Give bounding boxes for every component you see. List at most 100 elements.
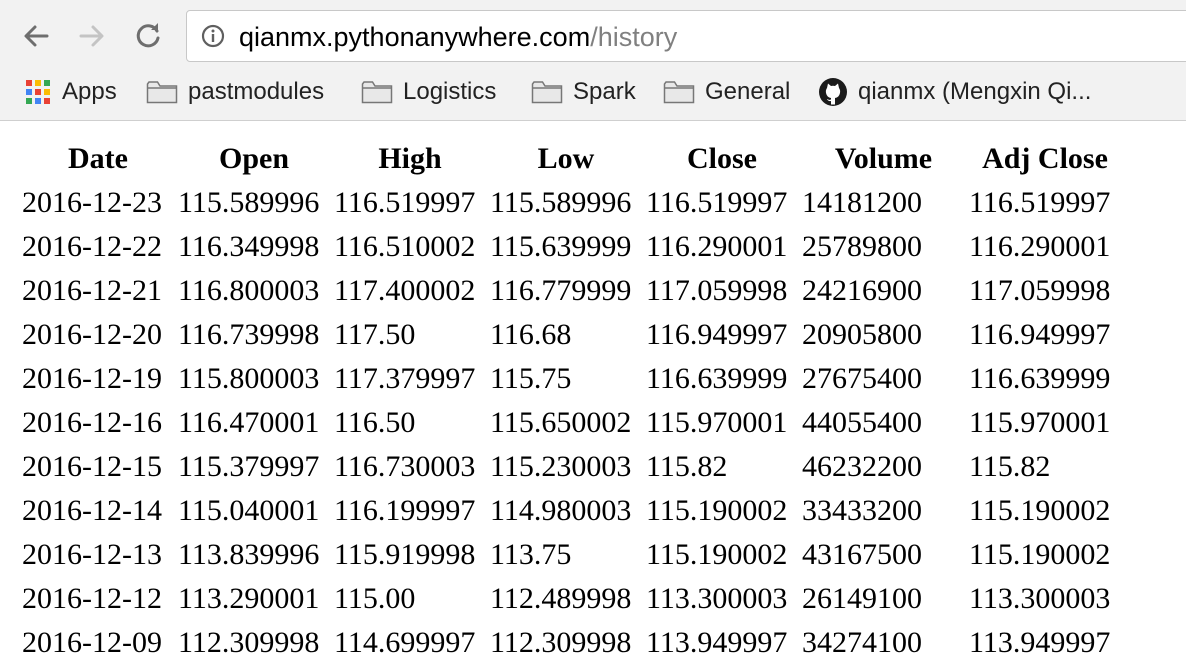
table-header-row: Date Open High Low Close Volume Adj Clos… <box>22 137 1121 181</box>
table-row: 2016-12-14 115.040001 116.199997 114.980003… <box>22 489 1121 533</box>
bookmark-label: pastmodules <box>188 78 325 105</box>
url-text: qianmx.pythonanywhere.com/history <box>239 22 677 52</box>
history-table: Date Open High Low Close Volume Adj Clos… <box>18 137 1125 665</box>
cell-adj-close: 116.949997 <box>969 318 1111 351</box>
folder-icon <box>361 81 393 104</box>
table-row: 2016-12-13 113.839996 115.919998 113.75 115.… <box>22 533 1121 577</box>
table-row: 2016-12-23 115.589996 116.519997 115.589996… <box>22 181 1121 225</box>
url-host: qianmx.pythonanywhere.com <box>239 22 591 52</box>
cell-low: 116.779999 <box>490 274 632 307</box>
cell-volume: 14181200 <box>802 186 922 219</box>
cell-adj-close: 116.519997 <box>969 186 1111 219</box>
cell-volume: 25789800 <box>802 230 922 263</box>
cell-open: 115.040001 <box>178 494 320 527</box>
cell-adj-close: 115.82 <box>969 450 1051 483</box>
apps-grid-icon <box>24 78 52 106</box>
cell-high: 115.00 <box>334 582 416 615</box>
cell-high: 116.199997 <box>334 494 476 527</box>
cell-close: 115.190002 <box>646 494 788 527</box>
cell-date: 2016-12-09 <box>22 626 162 659</box>
browser-chrome: qianmx.pythonanywhere.com/history Apps p… <box>0 0 1186 121</box>
info-icon[interactable] <box>201 24 225 48</box>
reload-button[interactable] <box>130 18 166 54</box>
bookmark-label: Apps <box>62 78 117 105</box>
bookmark-label: Spark <box>573 78 636 105</box>
cell-close: 115.970001 <box>646 406 788 439</box>
bookmark-label: General <box>705 78 791 105</box>
cell-adj-close: 113.300003 <box>969 582 1111 615</box>
address-bar[interactable]: qianmx.pythonanywhere.com/history <box>186 10 1186 62</box>
cell-low: 115.650002 <box>490 406 632 439</box>
cell-open: 116.470001 <box>178 406 320 439</box>
cell-low: 115.75 <box>490 362 572 395</box>
cell-close: 117.059998 <box>646 274 788 307</box>
cell-open: 113.839996 <box>178 538 320 571</box>
bookmark-folder-logistics[interactable]: Logistics <box>361 72 496 112</box>
cell-low: 115.639999 <box>490 230 632 263</box>
url-path: /history <box>590 22 678 52</box>
cell-close: 116.949997 <box>646 318 788 351</box>
cell-volume: 46232200 <box>802 450 922 483</box>
cell-open: 113.290001 <box>178 582 320 615</box>
cell-close: 113.949997 <box>646 626 788 659</box>
cell-date: 2016-12-16 <box>22 406 162 439</box>
folder-icon <box>146 81 178 104</box>
cell-close: 115.190002 <box>646 538 788 571</box>
cell-low: 116.68 <box>490 318 572 351</box>
cell-high: 116.519997 <box>334 186 476 219</box>
cell-open: 112.309998 <box>178 626 320 659</box>
cell-low: 115.589996 <box>490 186 632 219</box>
cell-close: 116.639999 <box>646 362 788 395</box>
cell-close: 116.519997 <box>646 186 788 219</box>
column-header-open: Open <box>218 142 290 175</box>
table-body: 2016-12-23 115.589996 116.519997 115.589996… <box>22 181 1121 665</box>
column-header-date: Date <box>68 142 128 175</box>
bookmark-folder-spark[interactable]: Spark <box>531 72 636 112</box>
bookmark-apps[interactable]: Apps <box>24 72 117 112</box>
cell-high: 116.730003 <box>334 450 476 483</box>
cell-close: 115.82 <box>646 450 728 483</box>
table-row: 2016-12-09 112.309998 114.699997 112.309998… <box>22 621 1121 665</box>
cell-open: 116.739998 <box>178 318 320 351</box>
bookmarks-bar: Apps pastmodules Logistics Spark <box>0 72 1186 112</box>
cell-date: 2016-12-15 <box>22 450 162 483</box>
cell-adj-close: 116.290001 <box>969 230 1111 263</box>
cell-adj-close: 115.190002 <box>969 494 1111 527</box>
bookmark-github-qianmx[interactable]: qianmx (Mengxin Qi... <box>818 72 1091 112</box>
cell-date: 2016-12-19 <box>22 362 162 395</box>
cell-low: 113.75 <box>490 538 572 571</box>
arrow-left-icon <box>24 25 49 47</box>
cell-date: 2016-12-23 <box>22 186 162 219</box>
bookmark-folder-general[interactable]: General <box>663 72 790 112</box>
table-row: 2016-12-21 116.800003 117.400002 116.779999… <box>22 269 1121 313</box>
cell-open: 115.800003 <box>178 362 320 395</box>
cell-high: 116.50 <box>334 406 416 439</box>
cell-low: 114.980003 <box>490 494 632 527</box>
cell-high: 116.510002 <box>334 230 476 263</box>
cell-high: 117.379997 <box>334 362 476 395</box>
cell-date: 2016-12-12 <box>22 582 162 615</box>
folder-icon <box>663 81 695 104</box>
cell-volume: 44055400 <box>802 406 922 439</box>
folder-icon <box>531 81 563 104</box>
cell-open: 116.800003 <box>178 274 320 307</box>
cell-open: 116.349998 <box>178 230 320 263</box>
reload-icon <box>136 23 160 48</box>
cell-adj-close: 115.970001 <box>969 406 1111 439</box>
cell-low: 115.230003 <box>490 450 632 483</box>
table-row: 2016-12-20 116.739998 117.50 116.68 116.9499… <box>22 313 1121 357</box>
cell-date: 2016-12-14 <box>22 494 162 527</box>
column-header-volume: Volume <box>834 142 933 175</box>
column-header-adj-close: Adj Close <box>982 142 1108 175</box>
cell-close: 116.290001 <box>646 230 788 263</box>
bookmark-label: qianmx (Mengxin Qi... <box>858 78 1092 105</box>
page-content: Date Open High Low Close Volume Adj Clos… <box>0 121 1186 670</box>
back-button[interactable] <box>18 18 54 54</box>
cell-low: 112.309998 <box>490 626 632 659</box>
forward-button[interactable] <box>74 18 110 54</box>
bookmark-folder-pastmodules[interactable]: pastmodules <box>146 72 324 112</box>
cell-volume: 27675400 <box>802 362 922 395</box>
cell-low: 112.489998 <box>490 582 632 615</box>
cell-high: 115.919998 <box>334 538 476 571</box>
table-row: 2016-12-12 113.290001 115.00 112.489998 113.… <box>22 577 1121 621</box>
